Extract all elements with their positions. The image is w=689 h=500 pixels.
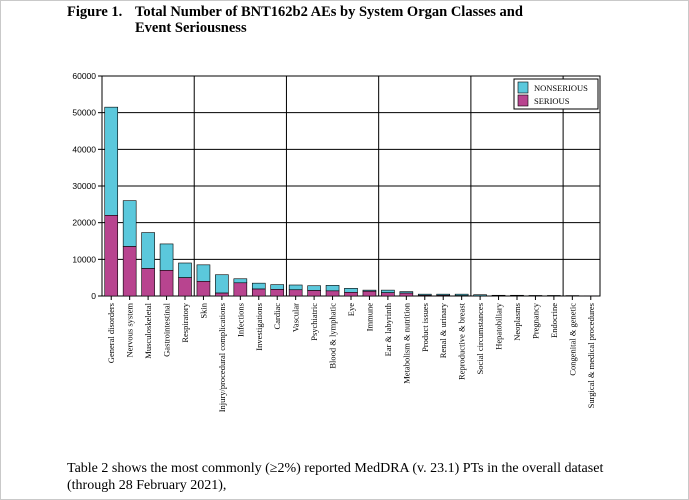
legend-label-nonserious: NONSERIOUS: [534, 83, 588, 93]
body-paragraph: Table 2 shows the most commonly (≥2%) re…: [67, 461, 604, 493]
y-tick-label: 40000: [72, 144, 96, 154]
bar-serious: [159, 270, 174, 297]
figure-label: Figure 1.: [67, 4, 123, 20]
x-category-label: Immune: [364, 303, 374, 332]
y-tick-label: 30000: [72, 181, 96, 191]
bar-nonserious: [141, 232, 155, 269]
x-category-label: Social circumstances: [475, 303, 485, 375]
y-tick-label: 20000: [72, 218, 96, 228]
bar-serious: [251, 288, 266, 297]
bar-serious: [178, 277, 192, 297]
y-tick-label: 0: [91, 291, 96, 301]
bar-nonserious: [233, 278, 248, 284]
bar-nonserious: [381, 289, 395, 293]
bar-nonserious: [307, 285, 321, 291]
x-category-label: Ear & labyrinth: [383, 302, 393, 356]
x-category-label: Vascular: [291, 303, 301, 332]
legend-label-serious: SERIOUS: [534, 96, 570, 106]
x-category-label: Nervous system: [125, 303, 135, 358]
bar-nonserious: [215, 274, 229, 294]
x-category-label: Hepatobiliary: [494, 302, 504, 349]
figure-title: Total Number of BNT162b2 AEs by System O…: [135, 4, 523, 36]
x-category-label: Neoplasms: [512, 303, 522, 341]
x-category-label: Infections: [235, 303, 245, 337]
x-category-label: Respiratory: [180, 302, 190, 342]
bar-serious: [104, 215, 119, 297]
x-category-label: Reproductive & breast: [457, 302, 467, 380]
bar-nonserious: [251, 282, 266, 290]
bar-nonserious: [122, 200, 137, 247]
x-category-label: Investigations: [254, 303, 264, 351]
bar-nonserious: [288, 284, 303, 291]
bar-nonserious: [196, 264, 211, 282]
x-category-label: Psychiatric: [309, 303, 319, 341]
bar-serious: [381, 292, 395, 297]
bar-serious: [288, 289, 303, 297]
x-category-label: Gastrointestinal: [162, 302, 172, 356]
x-category-label: Metabolism & nutrition: [401, 302, 411, 383]
x-category-label: General disorders: [106, 303, 116, 363]
bar-serious: [141, 268, 155, 297]
x-category-label: Musculoskeletal: [143, 302, 153, 358]
legend-swatch-serious: [517, 94, 529, 107]
y-tick-label: 50000: [72, 108, 96, 118]
bar-serious: [344, 292, 358, 297]
x-category-label: Surgical & medical procedures: [586, 303, 596, 408]
bar-serious: [325, 290, 340, 297]
x-category-label: Product issues: [420, 303, 430, 352]
bar-serious: [233, 282, 248, 297]
x-category-label: Endocrine: [549, 303, 559, 338]
y-tick-label: 60000: [72, 71, 96, 81]
bar-nonserious: [178, 262, 192, 278]
x-category-label: Blood & lymphatic: [328, 303, 338, 369]
x-category-label: Eye: [346, 303, 356, 316]
x-category-label: Congenital & genetic: [567, 303, 577, 376]
bar-serious: [122, 246, 137, 297]
bar-nonserious: [159, 243, 174, 271]
bar-serious: [399, 292, 414, 297]
bar-serious: [362, 290, 377, 297]
bar-serious: [196, 281, 211, 297]
legend-swatch-nonserious: [517, 81, 529, 94]
bar-nonserious: [270, 284, 285, 290]
bar-serious: [215, 292, 229, 297]
x-category-label: Renal & urinary: [438, 302, 448, 358]
y-tick-label: 10000: [72, 254, 96, 264]
x-category-label: Skin: [198, 302, 208, 318]
bar-nonserious: [344, 287, 358, 293]
bar-serious: [270, 289, 285, 297]
x-category-label: Pregnancy: [530, 302, 540, 339]
x-category-label: Cardiac: [272, 303, 282, 330]
bar-serious: [307, 290, 321, 297]
bar-nonserious: [104, 106, 119, 216]
bar-serious: [436, 294, 451, 297]
stacked-bar-chart: 0 10000 20000 30000 40000 50000 60000 General d…: [72, 71, 601, 412]
bar-nonserious: [325, 285, 340, 292]
x-category-label: Injury/procedural complications: [217, 303, 227, 412]
bar-serious: [417, 294, 432, 297]
